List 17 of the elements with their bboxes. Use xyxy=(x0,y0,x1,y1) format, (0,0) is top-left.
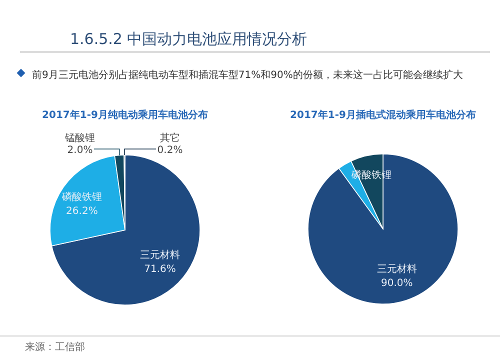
data-label: 2.0% xyxy=(67,145,93,156)
data-label: 0.2% xyxy=(157,145,183,156)
chart-title: 2017年1-9月插电式混动乘用车电池分布 xyxy=(290,109,476,121)
slice-label: 三元材料 xyxy=(140,249,180,262)
pie-slice xyxy=(51,154,200,306)
pie-slice xyxy=(308,154,458,304)
slice-label: 其它 xyxy=(160,132,180,144)
text: 1.6.5.2 中国动力电池应用情况分析 xyxy=(70,30,308,48)
data-label: 26.2% xyxy=(66,206,98,217)
data-label: 90.0% xyxy=(381,278,413,289)
slice-label: 三元材料 xyxy=(376,262,417,275)
chart-title: 2017年1-9月纯电动乘用车电池分布 xyxy=(42,109,208,121)
data-label: 71.6% xyxy=(144,264,176,276)
source-note: 来源：工信部 xyxy=(25,341,85,353)
slice-label: 锰酸锂 xyxy=(64,132,95,144)
text: 前9月三元电池分别占据纯电动车型和插混车型71%和90%的份额，未来这一占比可能会继续扩大 xyxy=(32,69,463,81)
slice-label: 磷酸铁锂 xyxy=(60,190,102,203)
